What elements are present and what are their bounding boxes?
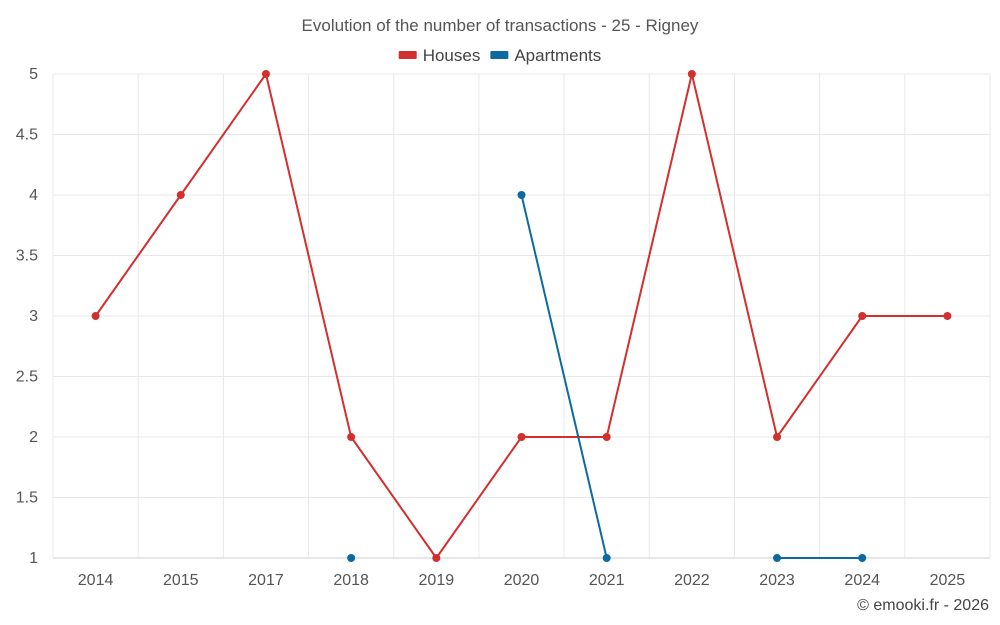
grid-lines [52,73,991,559]
x-axis-ticks: 2014 2015 2017 2018 2019 2020 2021 2022 2023 2024… [78,572,966,589]
y-tick-label: 3 [29,308,38,325]
x-tick-label: 2014 [78,572,114,589]
legend-label: Apartments [514,46,601,65]
houses-point-2021[interactable] [602,433,611,441]
houses-point-2018[interactable] [347,433,356,441]
houses-point-2024[interactable] [858,312,867,320]
y-tick-label: 3.5 [16,248,38,265]
y-tick-label: 4.5 [16,127,38,144]
x-tick-label: 2017 [248,572,284,589]
houses-point-2023[interactable] [773,433,782,441]
series-layer [91,70,952,562]
apartments-point-2023[interactable] [773,554,782,562]
y-axis-ticks: 1 1.5 2 2.5 3 3.5 4 4.5 5 [16,66,38,567]
apartments-point-2024[interactable] [858,554,867,562]
chart-title: Evolution of the number of transactions … [302,16,699,35]
houses-point-2017[interactable] [261,70,270,78]
houses-point-2015[interactable] [176,191,185,199]
x-tick-label: 2024 [844,572,880,589]
x-tick-label: 2018 [333,572,369,589]
apartments-point-2018[interactable] [347,554,356,562]
houses-point-2025[interactable] [943,312,952,320]
legend-label: Houses [423,46,481,65]
apartments-point-2020[interactable] [517,191,526,199]
legend-swatch [398,51,417,59]
x-tick-label: 2023 [759,572,795,589]
apartments-point-2021[interactable] [602,554,611,562]
credit-text: © emooki.fr - 2026 [857,597,989,614]
y-tick-label: 1 [29,550,38,567]
x-tick-label: 2025 [930,572,966,589]
legend-item-apartments[interactable]: Apartments [490,46,601,65]
legend-item-houses[interactable]: Houses [398,46,481,65]
houses-point-2022[interactable] [687,70,696,78]
x-tick-label: 2020 [504,572,540,589]
houses-point-2020[interactable] [517,433,526,441]
houses-point-2019[interactable] [432,554,441,562]
x-tick-label: 2021 [589,572,625,589]
y-tick-label: 4 [29,187,38,204]
y-tick-label: 2.5 [16,369,38,386]
legend: Houses Apartments [398,46,601,65]
y-tick-label: 2 [29,429,38,446]
x-tick-label: 2022 [674,572,710,589]
x-tick-label: 2015 [163,572,199,589]
x-tick-label: 2019 [419,572,455,589]
legend-swatch [490,51,509,59]
y-tick-label: 5 [29,66,38,83]
apartments-series-line [520,194,608,559]
houses-point-2014[interactable] [91,312,100,320]
y-tick-label: 1.5 [16,490,38,507]
